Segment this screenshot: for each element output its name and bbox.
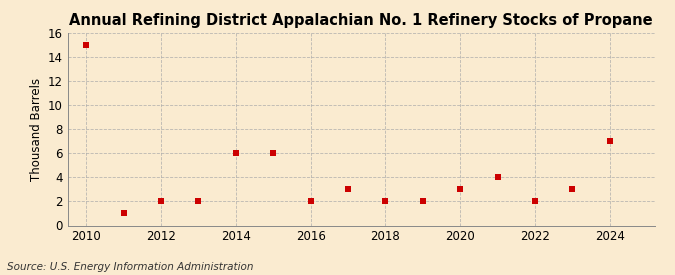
Title: Annual Refining District Appalachian No. 1 Refinery Stocks of Propane: Annual Refining District Appalachian No.…: [70, 13, 653, 28]
Point: [156, 199, 167, 204]
Y-axis label: Thousand Barrels: Thousand Barrels: [30, 78, 43, 181]
Point: [567, 187, 578, 192]
Point: [305, 199, 316, 204]
Point: [455, 187, 466, 192]
Point: [380, 199, 391, 204]
Point: [417, 199, 428, 204]
Point: [492, 175, 503, 180]
Point: [530, 199, 541, 204]
Point: [230, 151, 241, 155]
Point: [343, 187, 354, 192]
Point: [605, 139, 616, 144]
Point: [81, 43, 92, 47]
Text: Source: U.S. Energy Information Administration: Source: U.S. Energy Information Administ…: [7, 262, 253, 272]
Point: [118, 211, 129, 216]
Point: [268, 151, 279, 155]
Point: [193, 199, 204, 204]
